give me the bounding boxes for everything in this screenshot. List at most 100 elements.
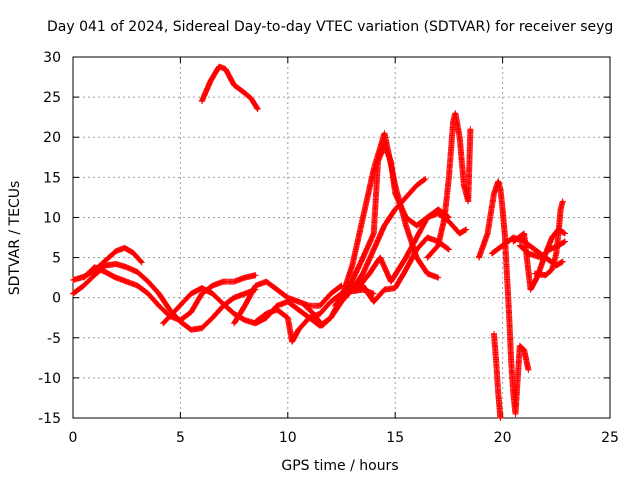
data-point [136,270,139,273]
data-point [490,252,493,255]
data-point [209,80,212,83]
data-point [503,232,506,235]
data-point [243,276,246,279]
series-arc-18 [516,238,568,261]
data-series [70,63,568,421]
data-point [465,228,468,231]
data-point [265,280,268,283]
data-point [544,274,547,277]
data-point [510,360,513,363]
data-point [179,319,182,322]
series-arc-10 [353,206,452,293]
data-point [132,251,135,254]
data-point [372,300,375,303]
data-point [437,276,440,279]
data-point [394,208,397,211]
data-point [437,244,440,247]
data-point [254,284,257,287]
data-point [125,266,128,269]
data-point [222,303,225,306]
data-point [555,252,558,255]
data-point [415,224,418,227]
data-point [454,112,457,115]
data-point [458,136,461,139]
data-point [114,276,117,279]
data-point [297,328,300,331]
x-tick-label: 0 [69,430,78,446]
x-tick-label: 10 [279,430,297,446]
data-point [372,232,375,235]
data-point [499,417,502,419]
data-point [303,304,306,307]
data-point [426,272,429,275]
data-point [361,272,364,275]
y-tick-label: 25 [43,90,61,106]
data-point [147,292,150,295]
data-point [82,284,85,287]
data-point [551,236,554,239]
data-point [557,232,560,235]
data-point [233,280,236,283]
data-point [265,312,268,315]
data-point [514,412,517,415]
data-point [533,248,536,251]
data-point [351,264,354,267]
data-point [200,287,203,290]
x-axis-ticks: 0 5 10 15 20 25 [69,57,619,446]
x-tick-label: 25 [601,430,619,446]
data-point [308,316,311,319]
x-axis-label: GPS time / hours [281,458,398,474]
data-point [467,200,470,203]
data-point [136,284,139,287]
data-point [147,280,150,283]
series-markers [198,63,261,113]
data-point [361,216,364,219]
data-point [123,246,126,249]
data-point [394,192,397,195]
data-point [319,312,322,315]
data-point [175,308,178,311]
data-point [190,311,193,314]
data-point [518,244,521,247]
data-point [493,192,496,195]
data-point [394,287,397,290]
data-point [540,256,543,259]
data-point [477,256,480,259]
data-point [447,220,450,223]
data-point [276,308,279,311]
data-point [424,177,427,180]
data-point [233,322,236,325]
data-point [125,280,128,283]
data-point [437,208,440,211]
data-point [93,274,96,277]
data-point [383,224,386,227]
data-point [527,252,530,255]
data-point [286,316,289,319]
data-point [329,292,332,295]
data-point [493,332,496,335]
data-point [495,360,498,363]
y-tick-label: -15 [38,411,61,427]
series-arc-7 [252,130,442,345]
y-axis-ticks: -15 -10 -5 0 5 10 15 20 25 30 [38,50,610,427]
data-point [286,296,289,299]
y-axis-label: SDTVAR / TECUs [7,181,23,296]
data-point [243,319,246,322]
data-point [162,322,165,325]
data-point [297,300,300,303]
data-point [508,312,511,315]
series-arc-17 [531,198,566,279]
data-point [447,176,450,179]
plot-frame [72,56,611,419]
data-point [563,240,566,243]
data-point [383,132,386,135]
data-point [200,100,203,103]
data-point [535,276,538,279]
data-point [254,274,257,277]
data-point [426,236,429,239]
y-tick-label: 30 [43,50,61,66]
data-point [551,268,554,271]
data-point [254,320,257,323]
data-point [557,244,560,247]
data-point [114,262,117,265]
